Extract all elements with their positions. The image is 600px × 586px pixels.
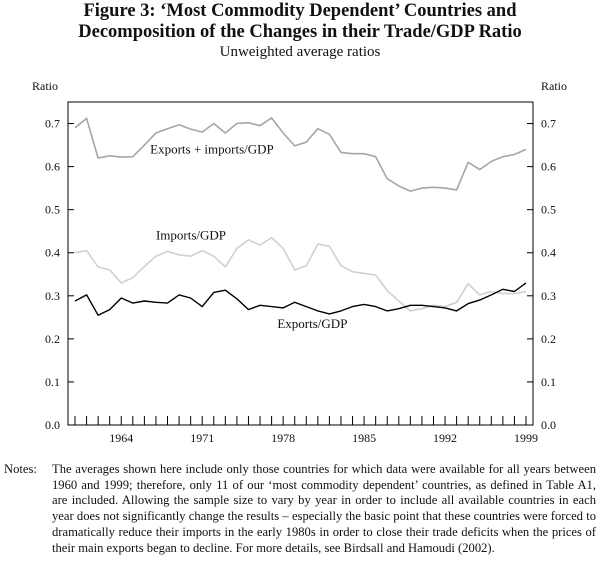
notes-text: The averages shown here include only tho… <box>52 462 596 555</box>
plot-frame <box>67 101 534 426</box>
x-tick-label: 1999 <box>514 431 538 445</box>
figure-title-line-2: Decomposition of the Changes in their Tr… <box>78 22 522 42</box>
x-tick-label: 1992 <box>433 431 457 445</box>
y-tick-label-left: 0.7 <box>45 117 60 131</box>
x-tick-label: 1978 <box>271 431 295 445</box>
series-line-exports-gdp <box>74 282 527 316</box>
y-tick-label-left: 0.5 <box>45 203 60 217</box>
y-tick-label-left: 0.1 <box>45 375 60 389</box>
y-tick-label-left: 0.3 <box>45 289 60 303</box>
y-tick-label-right: 0.1 <box>541 375 556 389</box>
left-axis-label: Ratio <box>32 79 58 93</box>
series-label: Exports/GDP <box>277 316 347 331</box>
y-tick-label-left: 0.0 <box>45 418 60 432</box>
y-tick-label-right: 0.7 <box>541 117 556 131</box>
series-label: Imports/GDP <box>156 228 226 243</box>
line-chart: 0.0 0.0 0.1 0.1 0.2 0.2 0.3 0.3 0.4 0.4 0.5 0.5 0.6 0… <box>32 79 567 445</box>
x-tick-label: 1964 <box>109 431 133 445</box>
series-label: Exports + imports/GDP <box>150 141 274 156</box>
y-tick-label-right: 0.6 <box>541 160 556 174</box>
y-tick-label-right: 0.4 <box>541 246 556 260</box>
series-line-imports-gdp <box>74 236 527 312</box>
y-tick-label-left: 0.4 <box>45 246 60 260</box>
notes-label: Notes: <box>4 462 37 476</box>
figure-subtitle: Unweighted average ratios <box>219 44 381 60</box>
y-tick-label-right: 0.2 <box>541 332 556 346</box>
y-tick-label-left: 0.2 <box>45 332 60 346</box>
x-tick-label: 1971 <box>190 431 214 445</box>
y-tick-label-right: 0.3 <box>541 289 556 303</box>
x-tick-label: 1985 <box>352 431 376 445</box>
series-line-exports-imports-gdp <box>74 117 527 192</box>
y-tick-label-right: 0.5 <box>541 203 556 217</box>
y-tick-label-right: 0.0 <box>541 418 556 432</box>
figure-title-line-1: Figure 3: ‘Most Commodity Dependent’ Cou… <box>83 1 517 21</box>
right-axis-label: Ratio <box>541 79 567 93</box>
y-tick-label-left: 0.6 <box>45 160 60 174</box>
